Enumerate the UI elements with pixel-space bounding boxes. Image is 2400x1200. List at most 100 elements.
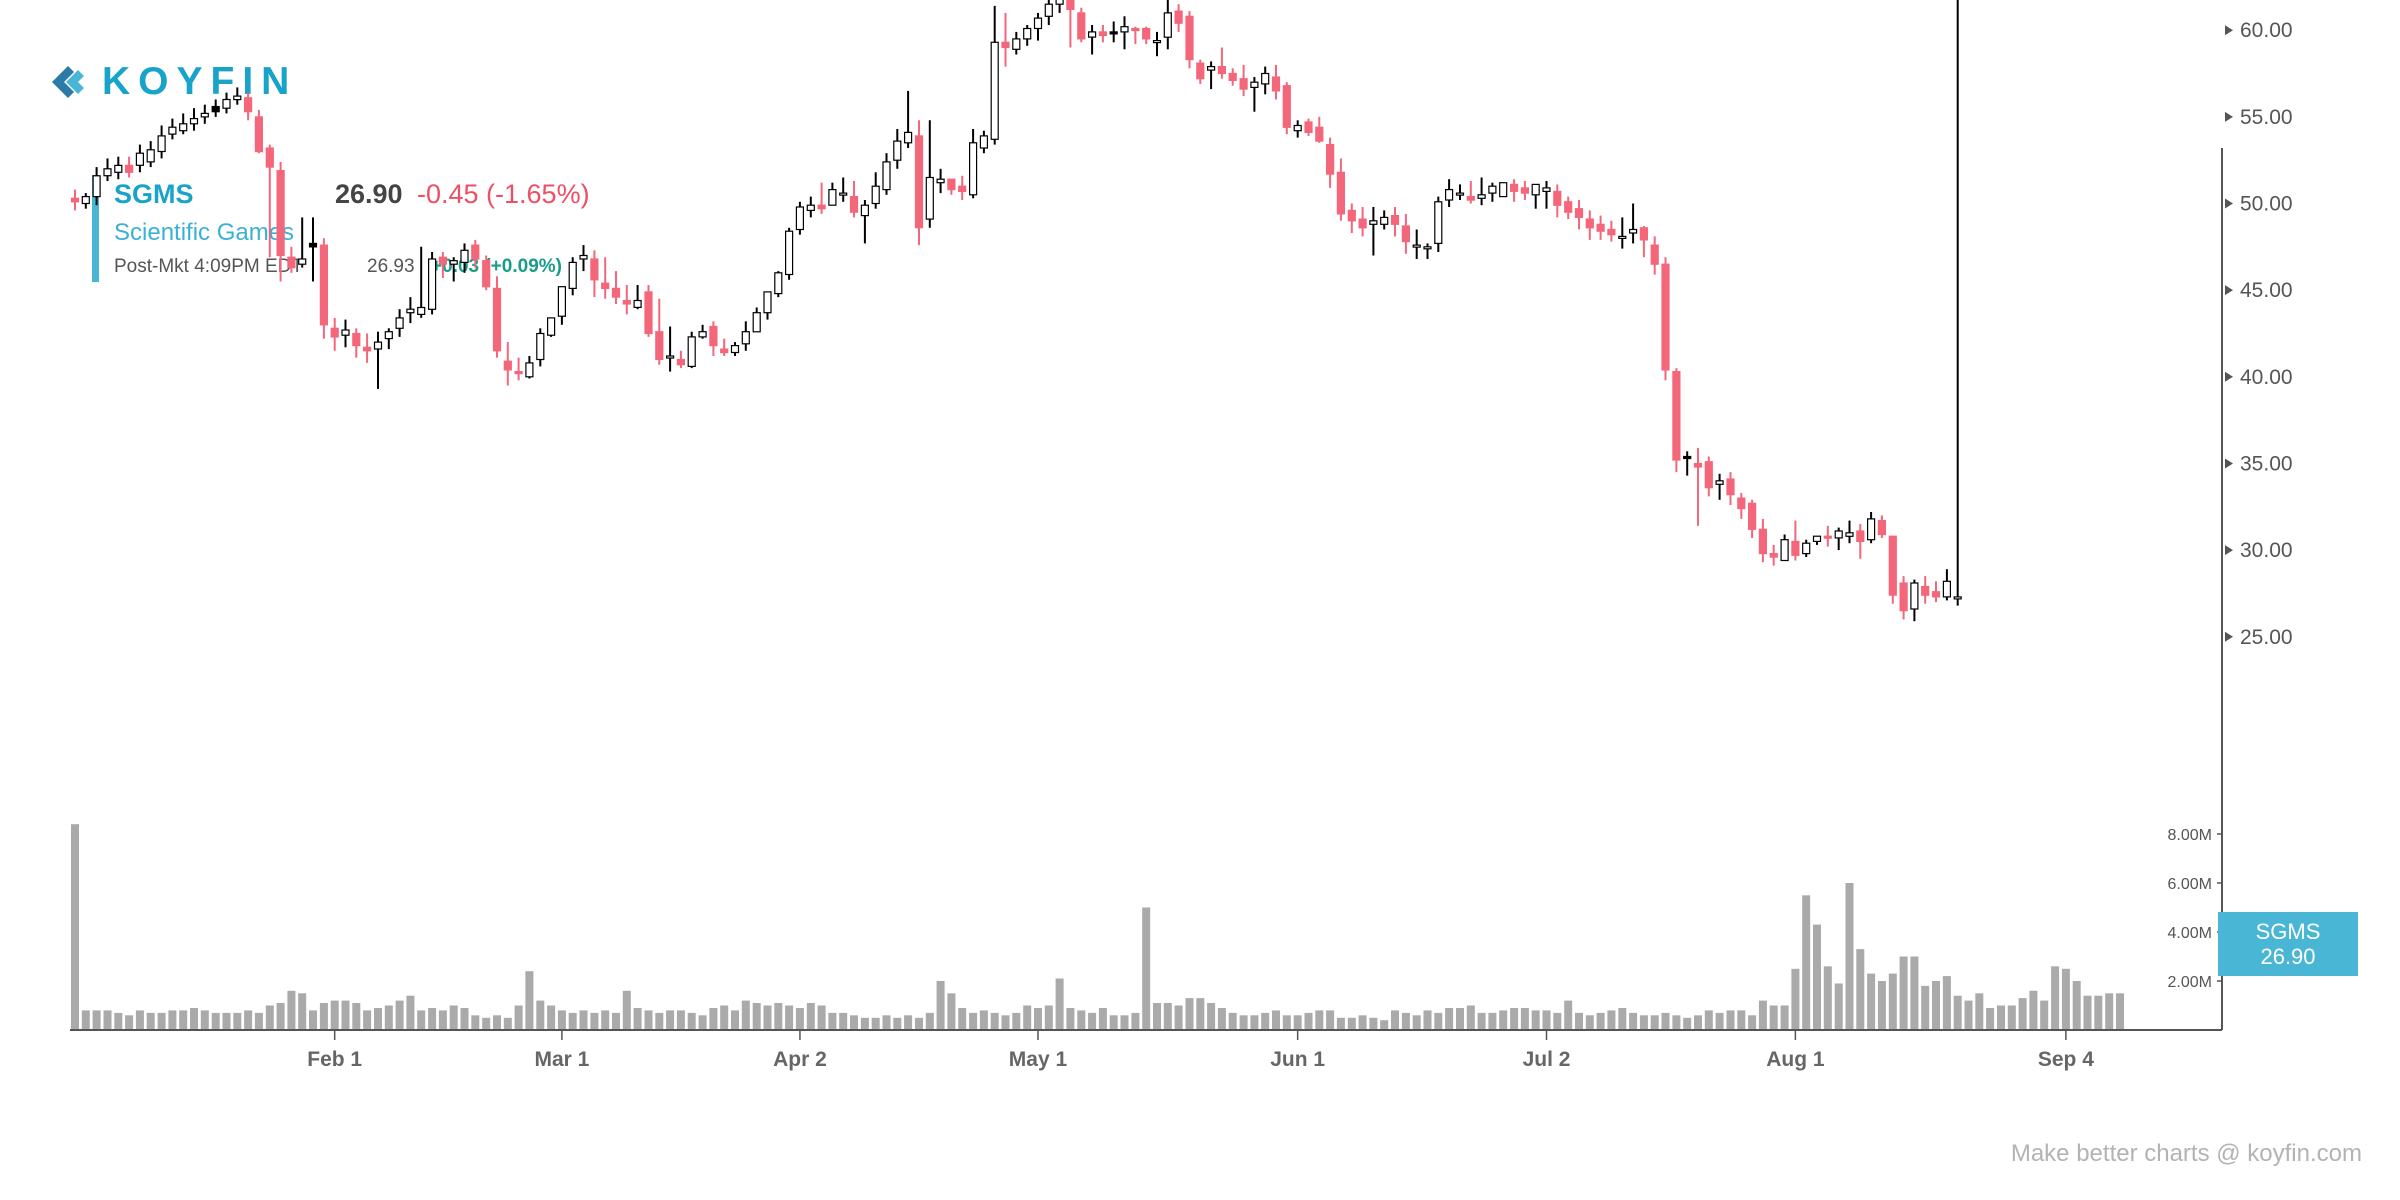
- candle-body: [903, 131, 913, 144]
- volume-bar: [1142, 907, 1151, 1030]
- price-change: -0.45 (-1.65%): [417, 179, 590, 209]
- volume-bar: [514, 1005, 523, 1030]
- volume-bar: [1380, 1020, 1389, 1030]
- candle-body: [492, 287, 502, 352]
- candle-body: [579, 254, 588, 260]
- candle-body: [990, 41, 999, 140]
- volume-bar: [1596, 1012, 1605, 1030]
- candle-body: [244, 97, 253, 113]
- price-tick-mark: [2225, 458, 2233, 469]
- volume-bar: [341, 1000, 350, 1030]
- volume-bar: [2094, 995, 2103, 1030]
- volume-bar: [850, 1015, 858, 1030]
- volume-bar: [374, 1008, 382, 1030]
- candle-body: [1726, 478, 1735, 496]
- volume-bar: [882, 1015, 891, 1030]
- candle-body: [417, 306, 426, 316]
- candle-body: [1877, 519, 1887, 536]
- candle-body: [1142, 27, 1151, 40]
- date-tick-label: Jul 2: [1523, 1048, 1571, 1071]
- volume-bar: [298, 993, 307, 1031]
- volume-bar: [1456, 1008, 1464, 1030]
- volume-bar: [1391, 1010, 1399, 1030]
- candle-body: [611, 287, 621, 298]
- candle-body: [568, 261, 577, 289]
- candle-body: [1444, 189, 1454, 201]
- candle-body: [893, 140, 902, 161]
- volume-bar: [2072, 981, 2081, 1030]
- volume-bar: [276, 1003, 285, 1030]
- volume-bar: [601, 1010, 610, 1030]
- candle-body: [1434, 201, 1443, 245]
- candle-body: [839, 192, 848, 196]
- footer-credit[interactable]: Make better charts @ koyfin.com: [2010, 1140, 2362, 1167]
- candle-body: [514, 371, 523, 375]
- candle-body: [1834, 530, 1843, 539]
- candle-body: [503, 360, 512, 371]
- candle-body: [1942, 580, 1952, 598]
- volume-bar: [676, 1010, 685, 1030]
- candle-body: [1336, 171, 1346, 215]
- candle-body: [1672, 371, 1681, 461]
- volume-bar: [1217, 1008, 1226, 1030]
- candle-body: [1358, 218, 1367, 229]
- volume-bar: [936, 981, 945, 1030]
- volume-bar: [1477, 1012, 1486, 1030]
- volume-bar: [363, 1010, 372, 1030]
- volume-bar: [1975, 993, 1984, 1031]
- candle-body: [1293, 124, 1302, 132]
- volume-bar: [287, 990, 296, 1030]
- koyfin-logo[interactable]: KOYFIN: [48, 60, 297, 104]
- volume-bar: [1748, 1015, 1757, 1030]
- volume-bar: [1997, 1005, 2005, 1030]
- ticker-symbol[interactable]: SGMS: [114, 179, 194, 209]
- volume-bar: [1704, 1010, 1713, 1030]
- candle-body: [1866, 518, 1876, 541]
- volume-bar: [1888, 973, 1897, 1030]
- candle-body: [92, 175, 101, 198]
- volume-bar: [1412, 1015, 1421, 1030]
- candle-body: [1066, 0, 1075, 10]
- candle-body: [1325, 144, 1335, 175]
- date-tick-label: Jun 1: [1270, 1048, 1325, 1071]
- date-tick-label: Apr 2: [773, 1048, 827, 1071]
- volume-bar: [1001, 1015, 1010, 1030]
- candle-body: [449, 260, 458, 265]
- volume-bar: [1715, 1012, 1724, 1030]
- candle-body: [1488, 185, 1497, 194]
- candle-body: [860, 204, 870, 217]
- volume-bar: [622, 990, 631, 1030]
- volume-bar: [1986, 1008, 1995, 1030]
- candle-body: [265, 147, 274, 168]
- price-tick-mark: [2225, 631, 2233, 642]
- volume-tick-label: 6.00M: [2168, 876, 2212, 893]
- candle-body: [1077, 12, 1086, 40]
- candle-body: [363, 346, 372, 352]
- volume-bar: [655, 1012, 664, 1030]
- volume-bar: [1423, 1010, 1432, 1030]
- volume-bar: [1304, 1012, 1313, 1030]
- volume-bar: [92, 1010, 101, 1030]
- volume-bar: [2040, 1000, 2049, 1030]
- candle-body: [1758, 528, 1768, 555]
- candle-body: [1185, 15, 1194, 61]
- candle-body: [1033, 17, 1043, 30]
- candle-body: [1683, 455, 1692, 460]
- volume-bar: [1088, 1012, 1097, 1030]
- volume-bar: [125, 1015, 134, 1030]
- candle-body: [1315, 126, 1324, 142]
- volume-bar: [384, 1005, 393, 1030]
- last-price-tag-value: 26.90: [2260, 944, 2316, 969]
- candle-body: [298, 258, 307, 265]
- volume-bar: [1250, 1015, 1259, 1030]
- volume-bar: [2007, 1005, 2016, 1030]
- candle-body: [1271, 76, 1281, 92]
- candle-body: [211, 105, 220, 113]
- candle-body: [1520, 187, 1530, 194]
- candle-body: [1023, 27, 1032, 40]
- volume-bar: [1445, 1008, 1454, 1030]
- candle-body: [774, 272, 783, 295]
- candle-body: [222, 98, 231, 109]
- candle-body: [1899, 582, 1908, 612]
